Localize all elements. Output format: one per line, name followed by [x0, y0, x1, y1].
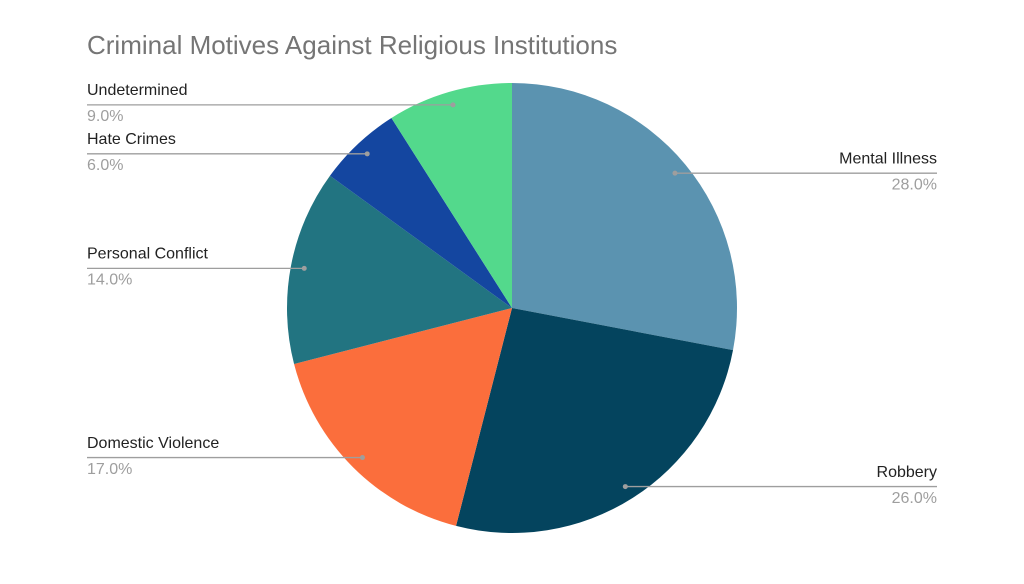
slice-value-label: 28.0%	[892, 176, 937, 193]
leader-dot	[364, 151, 370, 157]
slice-label: Undetermined	[87, 82, 188, 99]
pie-slice	[329, 118, 512, 308]
pie-slice	[391, 83, 512, 308]
pie-slice	[286, 175, 512, 364]
leader-dot	[622, 484, 628, 490]
leader-dot	[450, 102, 456, 108]
pie-slice	[512, 83, 737, 351]
slice-value-label: 14.0%	[87, 272, 132, 289]
slice-value-label: 6.0%	[87, 157, 123, 174]
slice-value-label: 17.0%	[87, 461, 132, 478]
slice-label: Personal Conflict	[87, 246, 209, 263]
slice-label: Robbery	[877, 464, 937, 481]
pie-slice	[294, 308, 512, 526]
slice-value-label: 9.0%	[87, 108, 123, 125]
leader-dot	[301, 265, 307, 271]
slice-label: Domestic Violence	[87, 435, 219, 452]
leader-dot	[359, 455, 365, 461]
slice-value-label: 26.0%	[892, 490, 937, 507]
leader-dot	[672, 170, 678, 176]
slice-label: Mental Illness	[839, 150, 937, 167]
slice-label: Hate Crimes	[87, 131, 176, 148]
pie-slice	[456, 308, 734, 533]
chart-title: Criminal Motives Against Religious Insti…	[87, 30, 617, 60]
